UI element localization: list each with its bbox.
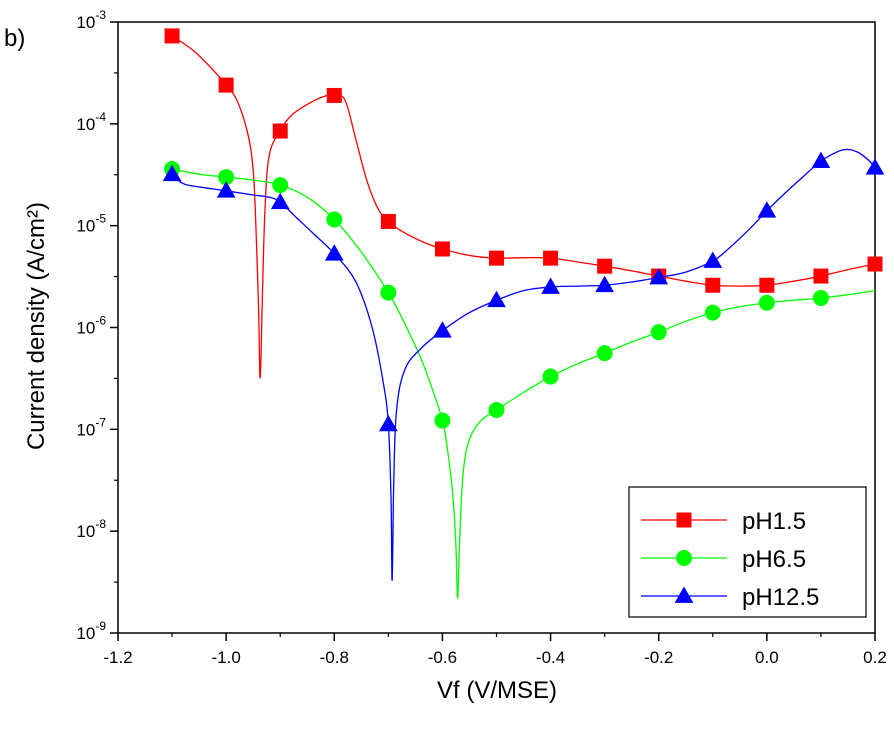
- y-axis-title: Current density (A/cm²): [23, 202, 50, 450]
- data-point: [434, 241, 450, 257]
- y-tick-base: 10: [76, 217, 95, 236]
- data-point: [272, 177, 289, 194]
- data-point: [704, 304, 721, 321]
- data-point: [162, 164, 182, 182]
- data-point: [865, 158, 885, 175]
- x-tick-label: -0.2: [644, 648, 673, 667]
- data-point: [164, 28, 180, 44]
- y-tick-base: 10: [76, 13, 95, 32]
- panel-label: b): [4, 25, 25, 52]
- data-point: [596, 345, 613, 362]
- y-tick-exponent: -5: [95, 212, 106, 226]
- data-point: [649, 267, 669, 285]
- data-point: [434, 412, 451, 429]
- data-point: [812, 289, 829, 306]
- y-tick-base: 10: [76, 624, 95, 643]
- axes: -1.2 -1.0 -0.8 -0.6 -0.4 -0.2 0.0 0.210-910-810…: [76, 8, 886, 667]
- data-point: [378, 414, 398, 432]
- x-tick-label: -0.4: [536, 648, 565, 667]
- y-tick-base: 10: [76, 115, 95, 134]
- data-point: [541, 277, 560, 294]
- data-point: [542, 368, 559, 385]
- data-point: [650, 324, 667, 341]
- data-point: [216, 181, 236, 198]
- data-point: [705, 277, 721, 293]
- data-point: [813, 268, 829, 284]
- data-point: [758, 294, 775, 311]
- data-point: [270, 192, 290, 210]
- y-tick-exponent: -7: [95, 415, 106, 429]
- y-tick-base: 10: [76, 420, 95, 439]
- legend-label: pH6.5: [742, 546, 806, 573]
- y-tick-label: 10-4: [76, 110, 106, 134]
- data-point: [488, 401, 505, 418]
- y-tick-exponent: -6: [95, 314, 106, 328]
- y-tick-label: 10-3: [76, 8, 106, 32]
- legend-label: pH1.5: [742, 508, 806, 535]
- legend-label: pH12.5: [742, 584, 819, 611]
- x-tick-label: -0.8: [320, 648, 349, 667]
- data-point: [595, 275, 615, 293]
- series-group: [162, 28, 885, 599]
- data-point: [218, 77, 234, 93]
- data-point: [703, 251, 723, 268]
- x-tick-label: -1.2: [103, 648, 132, 667]
- data-point: [380, 284, 397, 301]
- data-point: [757, 201, 777, 218]
- series-line: [171, 35, 876, 379]
- data-point: [811, 151, 831, 169]
- data-point: [326, 211, 343, 228]
- y-tick-exponent: -9: [95, 619, 106, 633]
- legend-marker: [676, 550, 692, 566]
- y-tick-exponent: -3: [95, 8, 106, 22]
- y-tick-label: 10-5: [76, 212, 106, 236]
- x-tick-label: 0.0: [755, 648, 779, 667]
- data-point: [867, 256, 883, 272]
- y-tick-base: 10: [76, 522, 95, 541]
- data-point: [597, 258, 613, 274]
- y-tick-label: 10-9: [76, 619, 106, 643]
- legend: pH1.5 pH6.5 pH12.5: [628, 486, 867, 618]
- x-axis-title: Vf (V/MSE): [437, 677, 557, 704]
- series-pH6.5: [164, 161, 876, 599]
- data-point: [272, 123, 288, 139]
- data-point: [487, 290, 506, 308]
- y-tick-label: 10-6: [76, 314, 106, 338]
- data-point: [759, 277, 775, 293]
- series-pH1.5: [164, 28, 883, 379]
- legend-box: [628, 486, 867, 618]
- x-tick-label: -1.0: [211, 648, 240, 667]
- x-tick-label: -0.6: [428, 648, 457, 667]
- data-point: [326, 87, 342, 103]
- series-pH12.5: [162, 148, 885, 581]
- y-tick-base: 10: [76, 319, 95, 338]
- y-tick-exponent: -4: [95, 110, 106, 124]
- y-tick-label: 10-7: [76, 415, 106, 439]
- data-point: [433, 321, 452, 338]
- data-point: [324, 244, 344, 261]
- y-tick-label: 10-8: [76, 517, 106, 541]
- y-tick-exponent: -8: [95, 517, 106, 531]
- data-point: [380, 213, 396, 229]
- legend-marker: [674, 586, 694, 603]
- legend-marker: [676, 512, 692, 528]
- data-point: [489, 250, 504, 266]
- x-tick-label: 0.2: [863, 648, 887, 667]
- data-point: [543, 250, 559, 266]
